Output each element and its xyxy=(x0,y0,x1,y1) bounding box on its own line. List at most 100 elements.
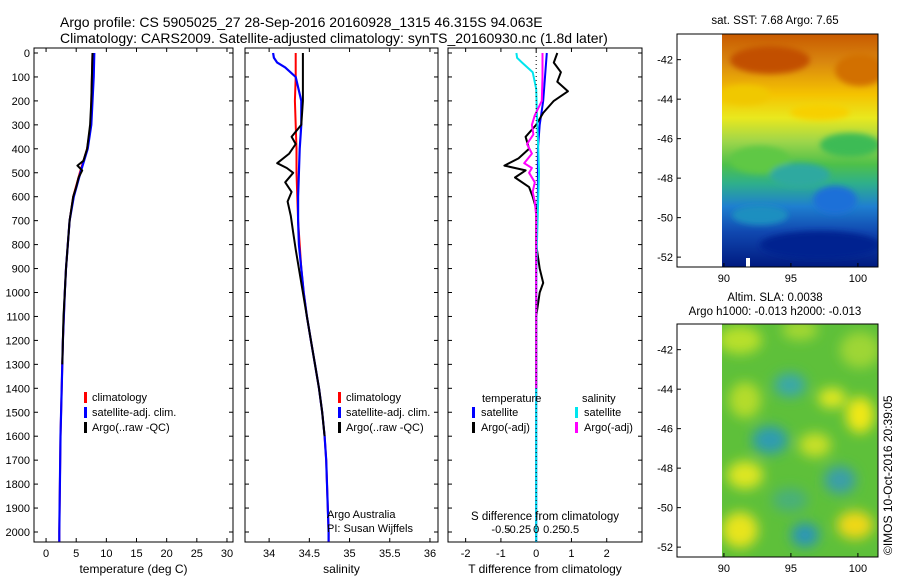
legend-swatch xyxy=(338,407,341,418)
sla-heatmap xyxy=(722,324,878,557)
x-tick-label: 0 xyxy=(43,548,49,560)
y-tick-label: 1300 xyxy=(6,359,30,371)
y-tick-label: 1400 xyxy=(6,383,30,395)
x-tick-label: 34 xyxy=(263,548,275,560)
x-tick-label: 25 xyxy=(191,548,203,560)
legend-title-temperature: temperature xyxy=(482,393,541,405)
x-tick-label: 30 xyxy=(221,548,233,560)
legend-label: satellite-adj. clim. xyxy=(346,407,430,419)
x-axis-label: T difference from climatology xyxy=(468,562,622,576)
legend-label: Argo(-adj) xyxy=(584,422,633,434)
legend-label: Argo(..raw -QC) xyxy=(346,422,424,434)
y-tick-label: 100 xyxy=(12,72,30,84)
annotation-text: Argo Australia xyxy=(327,509,396,521)
sla-map-panel xyxy=(676,323,879,558)
header-line-2: Climatology: CARS2009. Satellite-adjuste… xyxy=(60,30,608,46)
y-tick-label: 1900 xyxy=(6,503,30,515)
salinity-panel xyxy=(244,47,439,543)
x-tick-label: 0 xyxy=(533,548,539,560)
y-tick-label: 1700 xyxy=(6,455,30,467)
y-tick-label: 600 xyxy=(12,192,30,204)
map-x-tick-label: 100 xyxy=(849,563,867,575)
legend-swatch xyxy=(84,392,87,403)
legend-swatch xyxy=(575,422,578,433)
x-tick-label: 1 xyxy=(568,548,574,560)
x-tick-label: 15 xyxy=(130,548,142,560)
legend-swatch xyxy=(338,422,341,433)
map-x-tick-label: 95 xyxy=(785,563,797,575)
legend-label: climatology xyxy=(92,392,148,404)
y-tick-label: 900 xyxy=(12,264,30,276)
map-x-tick-label: 90 xyxy=(718,563,730,575)
y-tick-label: 1600 xyxy=(6,431,30,443)
legend-swatch xyxy=(472,422,475,433)
sla-map-subtitle: Argo h1000: -0.013 h2000: -0.013 xyxy=(689,306,862,318)
legend-label: climatology xyxy=(346,392,402,404)
map-y-tick-label: -50 xyxy=(657,503,673,515)
legend-swatch xyxy=(338,392,341,403)
map-y-tick-label: -52 xyxy=(657,542,673,554)
series-line-argo-adj- xyxy=(503,52,569,389)
legend-label: Argo(-adj) xyxy=(481,422,530,434)
x-tick-label: 36 xyxy=(424,548,436,560)
legend-label: satellite xyxy=(584,407,621,419)
chart-layer: 0100200300400500600700800900100011001200… xyxy=(6,15,868,576)
series-line-satellite-adj-clim- xyxy=(272,52,330,542)
sst-map-panel xyxy=(676,33,879,268)
map-y-tick-label: -46 xyxy=(657,424,673,436)
y-tick-label: 400 xyxy=(12,144,30,156)
x-tick-label: 20 xyxy=(161,548,173,560)
x-tick-label: 5 xyxy=(73,548,79,560)
x-tick-label: 35 xyxy=(343,548,355,560)
legend-label: satellite-adj. clim. xyxy=(92,407,176,419)
top-x-tick-label: 0.25 xyxy=(543,524,564,536)
map-y-tick-label: -52 xyxy=(657,252,673,264)
y-tick-label: 800 xyxy=(12,240,30,252)
y-tick-label: 700 xyxy=(12,216,30,228)
top-x-tick-label: 0.5 xyxy=(564,524,579,536)
y-tick-label: 1800 xyxy=(6,479,30,491)
y-tick-label: 500 xyxy=(12,168,30,180)
header-line-1: Argo profile: CS 5905025_27 28-Sep-2016 … xyxy=(60,14,543,30)
top-x-tick-label: 0 xyxy=(533,524,539,536)
copyright-stamp: ©IMOS 10-Oct-2016 20:39:05 xyxy=(881,395,895,555)
legend-swatch xyxy=(472,407,475,418)
y-tick-label: 0 xyxy=(24,48,30,60)
x-tick-label: 2 xyxy=(604,548,610,560)
map-x-tick-label: 100 xyxy=(849,273,867,285)
top-x-axis-label: S difference from climatology xyxy=(471,511,619,523)
legend-swatch xyxy=(84,422,87,433)
series-line-argo-raw-qc- xyxy=(61,52,94,365)
x-axis-label: temperature (deg C) xyxy=(79,562,187,576)
map-y-tick-label: -42 xyxy=(657,345,673,357)
map-y-tick-label: -48 xyxy=(657,463,673,475)
y-tick-label: 1500 xyxy=(6,407,30,419)
x-tick-label: -1 xyxy=(496,548,506,560)
legend-title-salinity: salinity xyxy=(582,393,616,405)
top-x-tick-label: -0.25 xyxy=(506,524,531,536)
x-tick-label: 34.5 xyxy=(299,548,320,560)
map-y-tick-label: -46 xyxy=(657,134,673,146)
series-line-argo-raw-qc- xyxy=(276,53,326,437)
x-tick-label: 35.5 xyxy=(379,548,400,560)
map-y-tick-label: -44 xyxy=(657,94,673,106)
y-tick-label: 200 xyxy=(12,96,30,108)
sst-heatmap xyxy=(722,34,878,267)
map-y-tick-label: -50 xyxy=(657,213,673,225)
y-tick-label: 1200 xyxy=(6,335,30,347)
legend-label: Argo(..raw -QC) xyxy=(92,422,170,434)
top-x-tick-label: -0.5 xyxy=(491,524,510,536)
annotation-text: PI: Susan Wijffels xyxy=(327,523,413,535)
y-tick-label: 1100 xyxy=(6,311,30,323)
legend-swatch xyxy=(575,407,578,418)
y-tick-label: 1000 xyxy=(6,288,30,300)
sst-map-title: sat. SST: 7.68 Argo: 7.65 xyxy=(711,15,838,27)
y-tick-label: 2000 xyxy=(6,527,30,539)
map-y-tick-label: -42 xyxy=(657,55,673,67)
map-y-tick-label: -44 xyxy=(657,384,673,396)
sla-map-title: Altim. SLA: 0.0038 xyxy=(727,292,822,304)
x-tick-label: 10 xyxy=(100,548,112,560)
x-tick-label: -2 xyxy=(461,548,471,560)
map-x-tick-label: 95 xyxy=(785,273,797,285)
